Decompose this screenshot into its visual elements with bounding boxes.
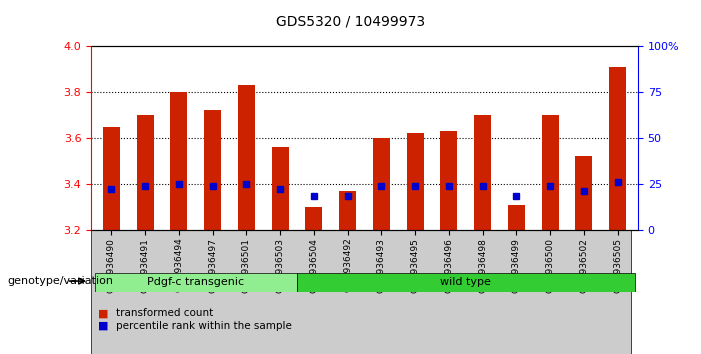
Bar <box>170 92 187 230</box>
Bar <box>306 207 322 230</box>
Text: ■: ■ <box>98 321 109 331</box>
Bar <box>542 115 559 230</box>
Text: percentile rank within the sample: percentile rank within the sample <box>116 321 292 331</box>
Bar <box>609 67 626 230</box>
Bar <box>204 110 221 230</box>
Bar <box>576 156 592 230</box>
Bar <box>407 133 423 230</box>
Bar <box>137 115 154 230</box>
Bar <box>508 205 525 230</box>
Text: transformed count: transformed count <box>116 308 213 318</box>
Bar <box>373 138 390 230</box>
Text: ■: ■ <box>98 308 109 318</box>
Text: genotype/variation: genotype/variation <box>7 276 113 286</box>
Bar <box>339 191 356 230</box>
Bar <box>440 131 457 230</box>
Bar <box>272 147 289 230</box>
Text: Pdgf-c transgenic: Pdgf-c transgenic <box>147 277 245 287</box>
Bar <box>95 273 297 292</box>
Bar <box>297 273 634 292</box>
Bar <box>103 127 120 230</box>
Text: wild type: wild type <box>440 277 491 287</box>
Bar <box>238 85 255 230</box>
Text: GDS5320 / 10499973: GDS5320 / 10499973 <box>276 14 425 28</box>
Bar <box>474 115 491 230</box>
